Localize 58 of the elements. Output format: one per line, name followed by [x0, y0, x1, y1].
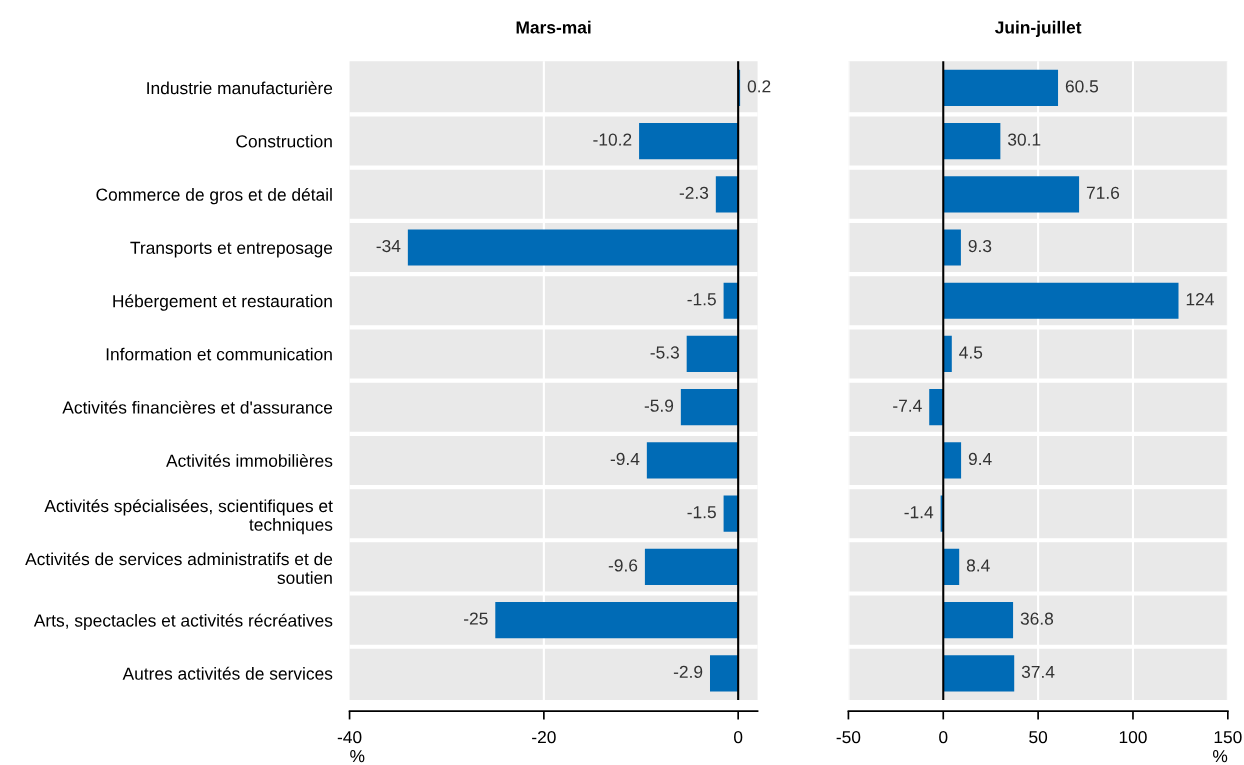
y-tick-label: Construction — [236, 134, 332, 148]
data-label: -1.4 — [904, 506, 934, 519]
data-label: -9.6 — [608, 559, 638, 572]
bar — [943, 176, 1080, 213]
bar — [943, 548, 960, 585]
data-label: -5.3 — [650, 346, 679, 359]
data-label: -1.5 — [687, 293, 716, 306]
data-label: -34 — [376, 239, 401, 253]
x-tick-label: -20 — [532, 730, 556, 744]
y-tick-label: Hébergement et restauration — [113, 294, 332, 311]
y-tick-label: Activités financières et d'assurance — [62, 400, 333, 414]
data-label: -2.9 — [673, 665, 703, 679]
x-tick-label: -40 — [337, 730, 362, 744]
bar — [943, 602, 1014, 639]
y-tick-label: Arts, spectacles et activités récréatives — [33, 613, 333, 631]
x-tick-label: 0 — [939, 730, 948, 744]
data-label: 36.8 — [1020, 612, 1054, 625]
y-tick-label: Information et communication — [106, 347, 332, 361]
data-label: 8.4 — [966, 559, 990, 572]
bar — [943, 122, 1001, 160]
x-tick-label: 150 — [1214, 730, 1242, 744]
data-label: 60.5 — [1065, 80, 1099, 93]
x-axis-title: % — [350, 750, 365, 763]
data-label: 37.4 — [1021, 665, 1055, 679]
y-tick-label: Autres activités de services — [122, 666, 333, 680]
data-label: 9.3 — [968, 239, 992, 253]
bar — [943, 229, 961, 266]
y-tick-label: Activités de services administratifs et de soutien — [25, 552, 333, 584]
bar — [943, 442, 962, 479]
data-label: -7.4 — [893, 399, 922, 412]
chart-title: Mars-mai — [516, 20, 591, 34]
chart-title: Juin-juillet — [994, 20, 1082, 38]
y-tick-label: Commerce de gros et de détail — [96, 187, 332, 205]
data-label: -1.5 — [687, 506, 716, 519]
x-tick-label: 0 — [734, 730, 743, 744]
x-axis-title: % — [1213, 750, 1228, 763]
y-tick-label: Transports et entreposage — [130, 241, 333, 258]
x-tick-label: -50 — [836, 730, 861, 744]
bar — [943, 69, 1059, 106]
data-label: -25 — [464, 612, 488, 625]
data-label: -9.4 — [610, 452, 640, 466]
data-label: 30.1 — [1007, 133, 1041, 146]
y-tick-label: Activités spécialisées, scientifiques et techniques — [44, 499, 333, 535]
bar — [943, 655, 1015, 692]
data-label: -5.9 — [644, 399, 674, 412]
y-tick-label: Activités immobilières — [166, 453, 333, 467]
data-label: 9.4 — [968, 452, 992, 466]
data-label: 71.6 — [1086, 186, 1120, 199]
x-tick-label: 100 — [1119, 730, 1147, 744]
y-tick-label: Industrie manufacturière — [147, 81, 333, 95]
data-label: -2.3 — [679, 186, 709, 199]
bar — [943, 282, 1179, 319]
data-label: -10.2 — [593, 133, 632, 146]
data-label: 0.2 — [747, 80, 771, 93]
data-label: 4.5 — [959, 346, 983, 359]
data-label: 124 — [1186, 293, 1214, 306]
x-tick-label: 50 — [1029, 730, 1048, 744]
bar — [929, 389, 944, 426]
